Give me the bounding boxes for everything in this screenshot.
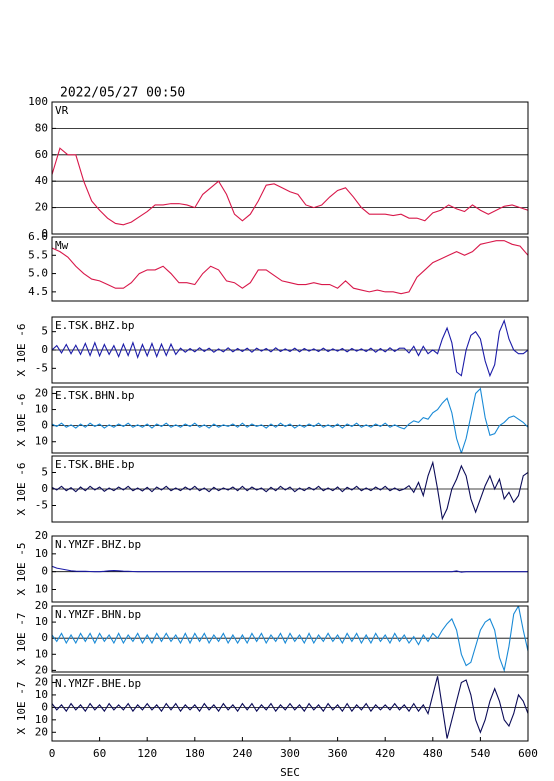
x-axis-label: SEC — [280, 766, 300, 779]
y-tick-label: 5 — [41, 325, 48, 338]
panel-label: E.TSK.BHN.bp — [55, 389, 134, 402]
x-tick-label: 480 — [423, 747, 443, 760]
data-line — [52, 606, 528, 672]
y-tick-label: 0 — [41, 419, 48, 432]
y-tick-label: 100 — [28, 95, 48, 108]
y-tick-label: 10 — [35, 615, 48, 628]
y-tick-label: 5 — [41, 466, 48, 479]
y-tick-label: 0 — [41, 482, 48, 495]
y-tick-label: 10 — [35, 403, 48, 416]
x-tick-label: 300 — [280, 747, 300, 760]
y-tick-label: 10 — [35, 647, 48, 660]
y-tick-label: 20 — [35, 201, 48, 214]
panel-label: N.YMZF.BHZ.bp — [55, 538, 141, 551]
x-tick-label: 600 — [518, 747, 538, 760]
y-axis-label: X 10E -6 — [15, 394, 28, 447]
panel-frame — [51, 386, 529, 454]
y-tick-label: 0 — [41, 227, 48, 240]
x-tick-label: 540 — [470, 747, 490, 760]
y-axis-label: X 10E -6 — [15, 324, 28, 377]
chart-title: 2022/05/27 00:50 — [60, 86, 185, 101]
y-tick-label: 40 — [35, 174, 48, 187]
panel-label: Mw — [55, 239, 69, 252]
y-axis-label: X 10E -7 — [15, 613, 28, 666]
x-tick-label: 0 — [49, 747, 56, 760]
data-line — [52, 240, 528, 295]
y-tick-label: 6.0 — [28, 230, 48, 243]
y-tick-label: 0 — [41, 565, 48, 578]
y-tick-label: 10 — [35, 547, 48, 560]
data-line — [52, 318, 528, 378]
panel-frame — [51, 455, 529, 523]
y-tick-label: 5.0 — [28, 267, 48, 280]
panel-frame — [51, 535, 529, 603]
panel-frame — [51, 316, 529, 384]
x-tick-label: 360 — [328, 747, 348, 760]
y-tick-label: 20 — [35, 599, 48, 612]
data-line — [52, 565, 528, 573]
panel-label: N.YMZF.BHN.bp — [55, 608, 141, 621]
data-line — [52, 147, 528, 226]
x-tick-label: 180 — [185, 747, 205, 760]
panel-frame — [51, 236, 529, 302]
data-line — [52, 460, 528, 521]
panel-frame — [51, 605, 529, 673]
y-tick-label: 5.5 — [28, 248, 48, 261]
y-tick-label: 10 — [35, 713, 48, 726]
y-tick-label: 10 — [35, 583, 48, 596]
y-tick-label: 20 — [35, 675, 48, 688]
y-tick-label: 10 — [35, 435, 48, 448]
y-tick-label: 80 — [35, 121, 48, 134]
y-tick-label: 20 — [35, 663, 48, 676]
y-axis-label: X 10E -5 — [15, 543, 28, 596]
y-axis-label: X 10E -6 — [15, 463, 28, 516]
panel-label: E.TSK.BHZ.bp — [55, 319, 134, 332]
y-tick-label: 4.5 — [28, 285, 48, 298]
panel-label: N.YMZF.BHE.bp — [55, 677, 141, 690]
y-tick-label: 20 — [35, 725, 48, 738]
x-tick-label: 120 — [137, 747, 157, 760]
x-tick-label: 60 — [93, 747, 106, 760]
y-tick-label: 0 — [41, 631, 48, 644]
panel-frame — [51, 101, 529, 235]
x-tick-label: 240 — [232, 747, 252, 760]
y-tick-label: 0 — [41, 700, 48, 713]
panel-label: VR — [55, 104, 69, 117]
y-tick-label: 0 — [41, 343, 48, 356]
y-tick-label: -5 — [35, 499, 48, 512]
y-tick-label: 10 — [35, 688, 48, 701]
y-tick-label: -5 — [35, 361, 48, 374]
x-tick-label: 420 — [375, 747, 395, 760]
y-axis-label: X 10E -7 — [15, 682, 28, 735]
data-line — [52, 387, 528, 453]
y-tick-label: 60 — [35, 148, 48, 161]
y-tick-label: 20 — [35, 386, 48, 399]
panel-label: E.TSK.BHE.bp — [55, 458, 134, 471]
data-line — [52, 676, 528, 739]
y-tick-label: 20 — [35, 529, 48, 542]
